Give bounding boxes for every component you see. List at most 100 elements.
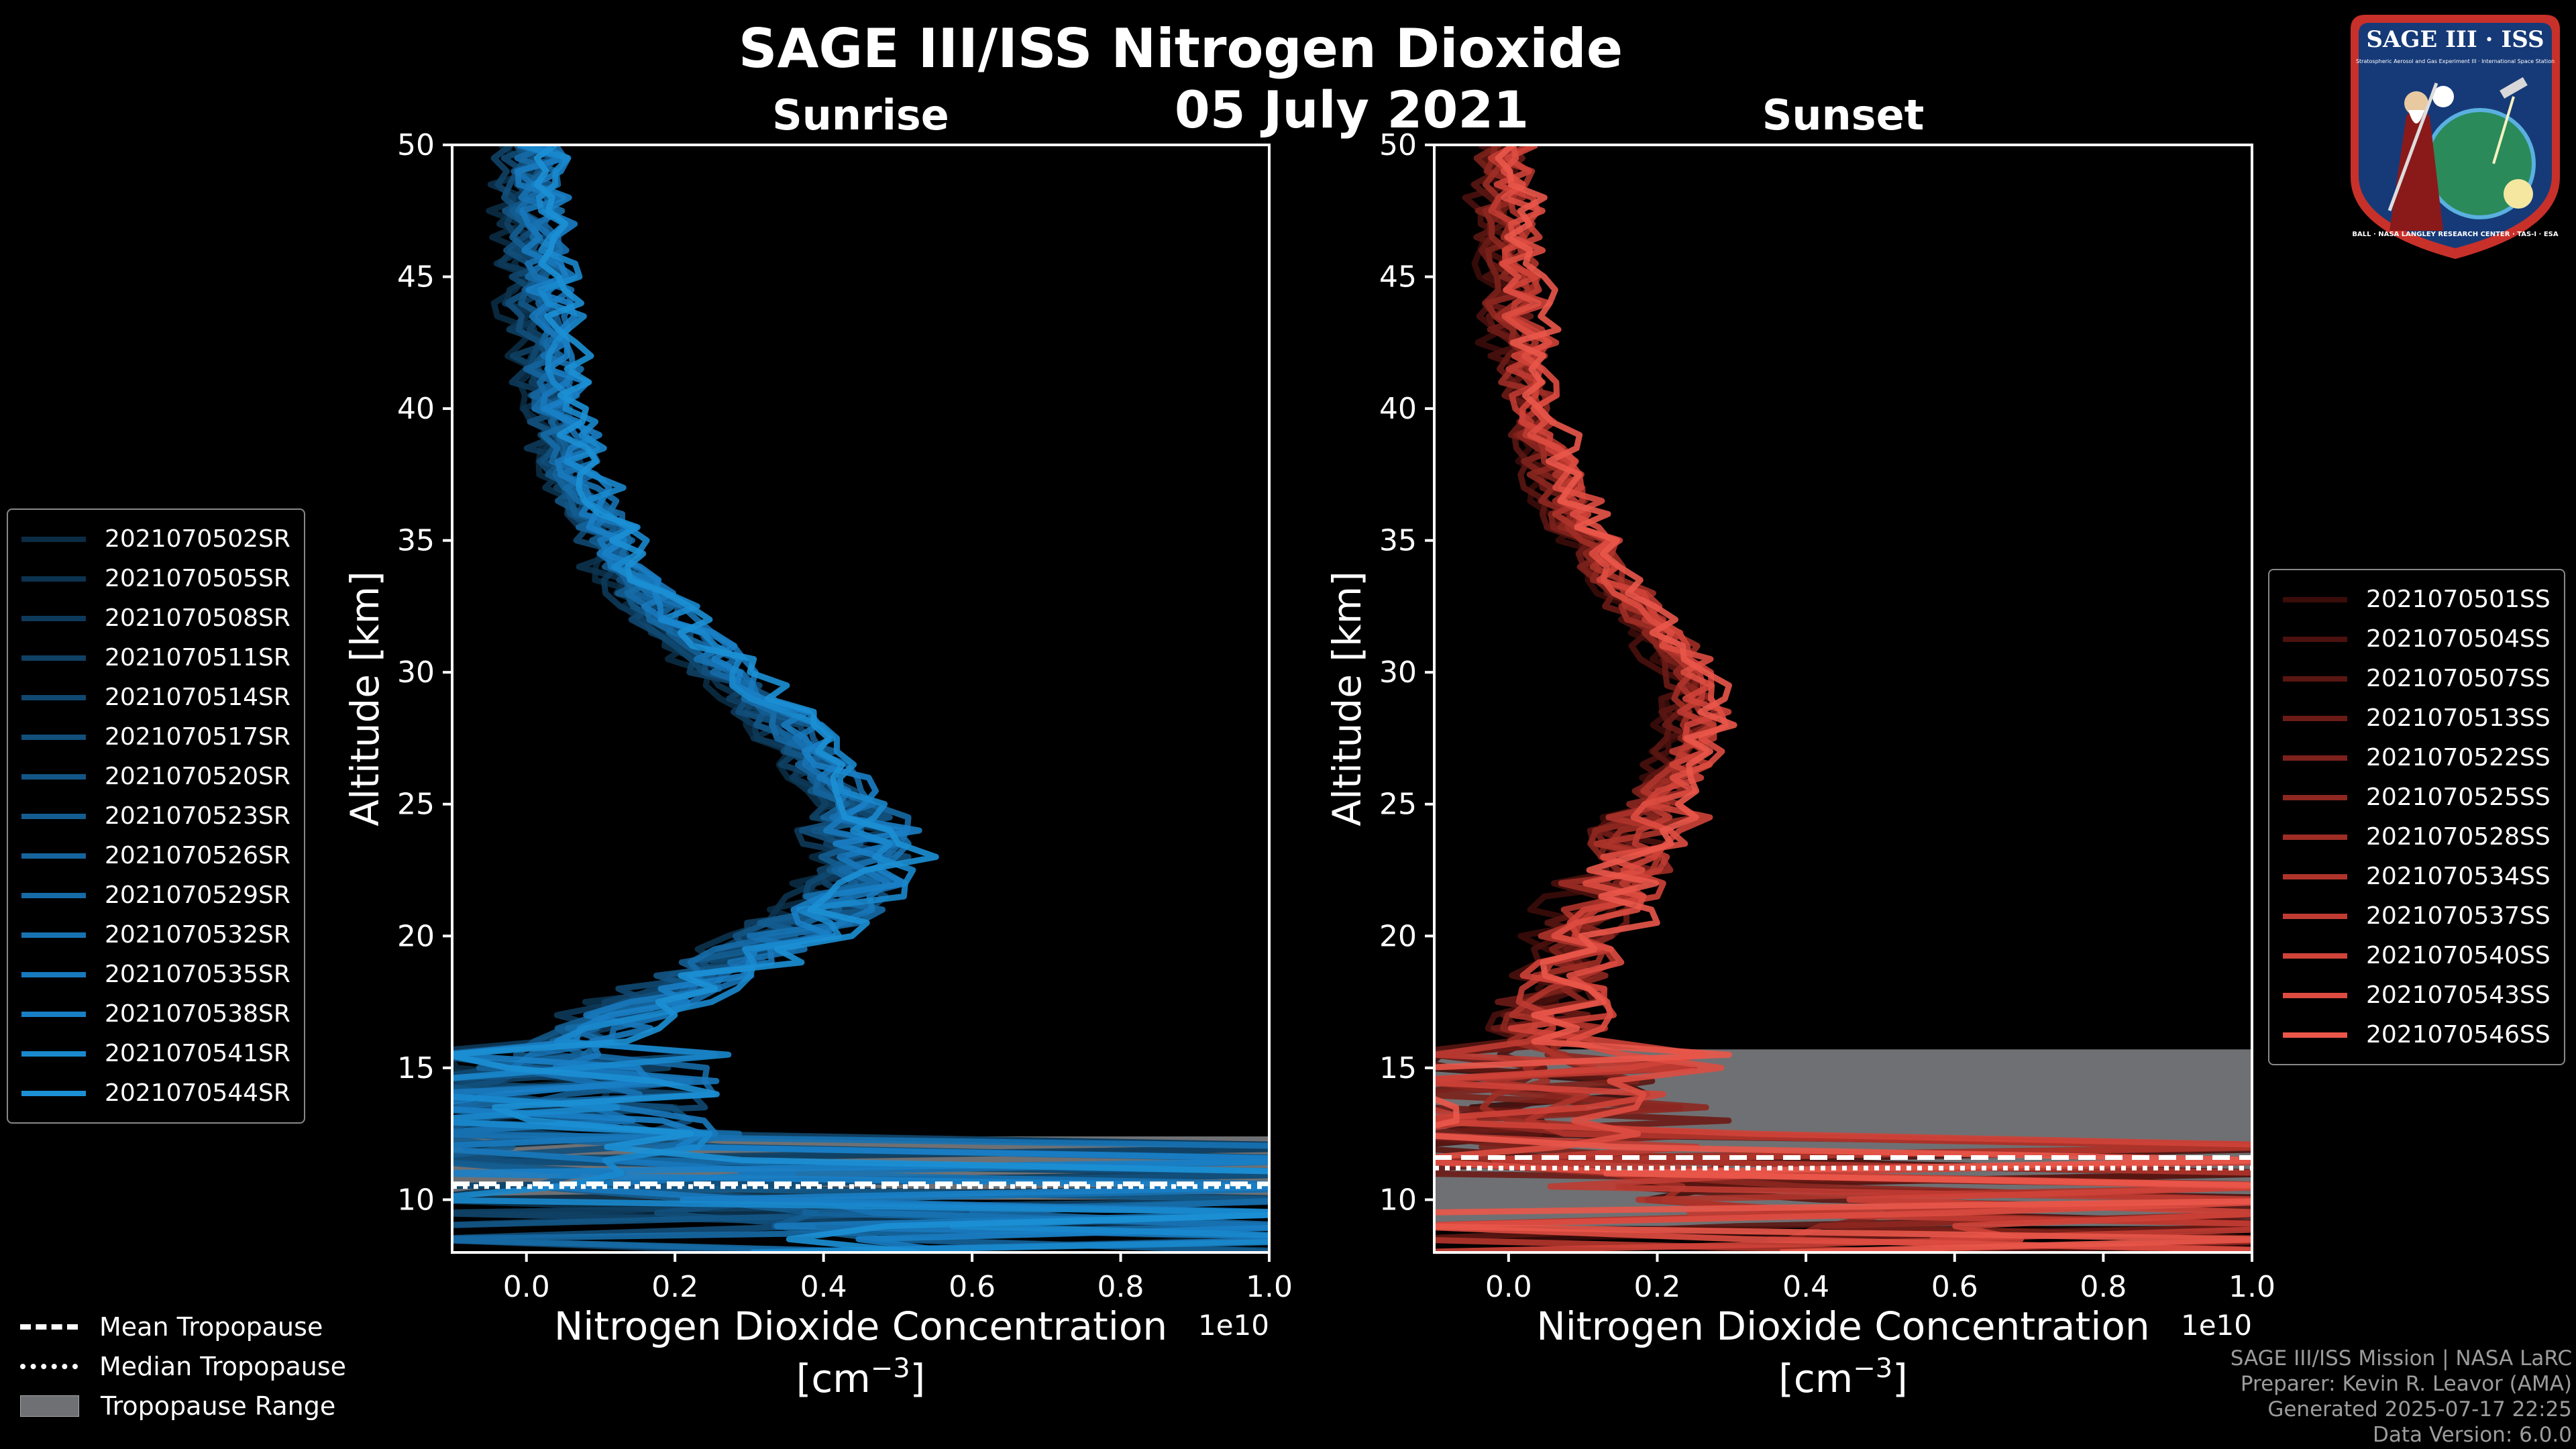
credits: SAGE III/ISS Mission | NASA LaRC Prepare…: [2231, 1346, 2572, 1448]
legend-tropopause-range: Tropopause Range: [20, 1386, 346, 1426]
sunset-xtick-label-0.6: 0.6: [1931, 1270, 1978, 1304]
sunrise-legend-item: 2021070529SR: [21, 875, 290, 915]
chart-date: 05 July 2021: [1175, 80, 1529, 140]
sunrise-legend-swatch: [21, 1011, 86, 1017]
sunset-x-offset-label: 1e10: [2181, 1309, 2252, 1342]
sunrise-legend-swatch: [21, 1090, 86, 1096]
sunset-legend-swatch: [2283, 636, 2347, 642]
sunset-legend-swatch: [2283, 715, 2347, 721]
sunset-xlabel-unit: [cm−3]: [1778, 1353, 1908, 1401]
sunrise-xtick-label-0.4: 0.4: [800, 1270, 847, 1304]
sunrise-legend-item: 2021070538SR: [21, 994, 290, 1034]
sunrise-ytick-label-10: 10: [397, 1183, 435, 1217]
sunrise-legend-item: 2021070523SR: [21, 796, 290, 836]
sunrise-legend-label: 2021070541SR: [105, 1040, 290, 1067]
sunrise-legend-label: 2021070514SR: [105, 684, 290, 711]
sunset-legend-item: 2021070504SS: [2283, 619, 2551, 659]
sunset-panel-title: Sunset: [1762, 91, 1925, 140]
sunset-legend-swatch: [2283, 676, 2347, 682]
tropopause-range-label: Tropopause Range: [101, 1391, 336, 1421]
sunrise-xlabel: Nitrogen Dioxide Concentration: [554, 1303, 1167, 1349]
sunrise-ytick-label-20: 20: [397, 919, 435, 953]
sunrise-legend-item: 2021070508SR: [21, 598, 290, 638]
sunset-panel: 10 15 20 25 30 35 40 45 50 0.0 0.2 0.4 0.6 0.8 1.0 1e10…: [1324, 91, 2275, 1401]
sunrise-legend-label: 2021070526SR: [105, 842, 290, 869]
sunrise-legend-item: 2021070511SR: [21, 638, 290, 678]
tropopause-range-swatch: [20, 1395, 79, 1417]
sunrise-legend-item: 2021070505SR: [21, 559, 290, 598]
sunset-legend-label: 2021070546SS: [2366, 1021, 2551, 1049]
badge-subtitle: Stratospheric Aerosol and Gas Experiment…: [2356, 58, 2555, 64]
sunrise-xtick-label-0.6: 0.6: [949, 1270, 996, 1304]
sunset-legend-label: 2021070501SS: [2366, 586, 2551, 613]
sunset-ytick-label-20: 20: [1379, 919, 1417, 953]
sunrise-legend-item: 2021070532SR: [21, 915, 290, 955]
sunrise-legend-item: 2021070526SR: [21, 836, 290, 875]
sunrise-legend-swatch: [21, 971, 86, 977]
mean-tropopause-swatch: [20, 1324, 78, 1330]
sunset-legend-item: 2021070546SS: [2283, 1015, 2551, 1055]
sunrise-legend-swatch: [21, 655, 86, 661]
sunset-legend-item: 2021070543SS: [2283, 975, 2551, 1015]
sunrise-ytick-label-40: 40: [397, 392, 435, 426]
sunset-legend-swatch: [2283, 953, 2347, 959]
sunrise-x-offset-label: 1e10: [1198, 1309, 1269, 1342]
sunset-legend-swatch: [2283, 755, 2347, 761]
sunrise-legend-label: 2021070511SR: [105, 644, 290, 672]
sunset-xtick-label-0.4: 0.4: [1782, 1270, 1829, 1304]
sunset-xlabel: Nitrogen Dioxide Concentration: [1536, 1303, 2149, 1349]
sunset-legend-label: 2021070525SS: [2366, 784, 2551, 811]
sunset-legend-swatch: [2283, 992, 2347, 998]
sunset-legend-item: 2021070534SS: [2283, 857, 2551, 896]
sunset-legend-label: 2021070507SS: [2366, 665, 2551, 692]
sunset-ytick-label-15: 15: [1379, 1051, 1417, 1085]
sunset-legend: 2021070501SS 2021070504SS 2021070507SS 2021…: [2268, 569, 2565, 1065]
profile-line-2021070511SR: [452, 145, 1269, 1240]
sunrise-legend-label: 2021070532SR: [105, 921, 290, 949]
profile-line-2021070546SS: [1434, 145, 2252, 1252]
sunrise-legend-swatch: [21, 853, 86, 859]
sunrise-legend-label: 2021070529SR: [105, 881, 290, 909]
sunset-legend-item: 2021070528SS: [2283, 817, 2551, 857]
sunrise-legend-swatch: [21, 1051, 86, 1057]
median-tropopause-label: Median Tropopause: [99, 1351, 346, 1381]
sunrise-xtick-label-1: 1.0: [1246, 1270, 1293, 1304]
credits-preparer: Preparer: Kevin R. Leavor (AMA): [2240, 1372, 2572, 1396]
sage-iii-iss-logo: SAGE III · ISS Stratospheric Aerosol and…: [2351, 15, 2560, 259]
sunrise-panel-title: Sunrise: [772, 91, 949, 140]
sunset-legend-label: 2021070528SS: [2366, 823, 2551, 851]
sunrise-legend-label: 2021070502SR: [105, 525, 290, 553]
sunset-xtick-label-0.8: 0.8: [2080, 1270, 2127, 1304]
sunset-legend-swatch: [2283, 1032, 2347, 1038]
sunset-legend-swatch: [2283, 596, 2347, 602]
sunrise-ytick-label-35: 35: [397, 524, 435, 558]
sunset-ytick-label-35: 35: [1379, 524, 1417, 558]
sunrise-legend-swatch: [21, 932, 86, 938]
sunrise-legend-label: 2021070520SR: [105, 763, 290, 790]
sunrise-legend-label: 2021070517SR: [105, 723, 290, 751]
sunset-ytick-label-25: 25: [1379, 788, 1417, 822]
sunrise-legend-swatch: [21, 694, 86, 700]
sunset-legend-label: 2021070537SS: [2366, 902, 2551, 930]
sunrise-legend-label: 2021070523SR: [105, 802, 290, 830]
sunrise-axes-frame: [451, 144, 1271, 1254]
sunset-legend-swatch: [2283, 794, 2347, 800]
tropopause-legend: Mean Tropopause Median Tropopause Tropop…: [20, 1307, 346, 1426]
sunrise-legend-item: 2021070544SR: [21, 1073, 290, 1113]
sunrise-ylabel: Altitude [km]: [342, 571, 388, 826]
sunrise-legend-swatch: [21, 734, 86, 740]
sunrise-legend-label: 2021070544SR: [105, 1079, 290, 1107]
sunrise-legend-swatch: [21, 773, 86, 780]
sunrise-legend-item: 2021070520SR: [21, 757, 290, 796]
sunrise-legend-swatch: [21, 576, 86, 582]
sunrise-legend-label: 2021070508SR: [105, 604, 290, 632]
sunset-xtick-label-0.2: 0.2: [1633, 1270, 1680, 1304]
sunset-legend-swatch: [2283, 873, 2347, 879]
median-tropopause-swatch: [20, 1363, 78, 1369]
sunset-legend-item: 2021070540SS: [2283, 936, 2551, 975]
sunrise-ytick-label-15: 15: [397, 1051, 435, 1085]
sunrise-profiles: [452, 145, 1269, 1252]
sunrise-legend-item: 2021070517SR: [21, 717, 290, 757]
sunset-ytick-label-10: 10: [1379, 1183, 1417, 1217]
